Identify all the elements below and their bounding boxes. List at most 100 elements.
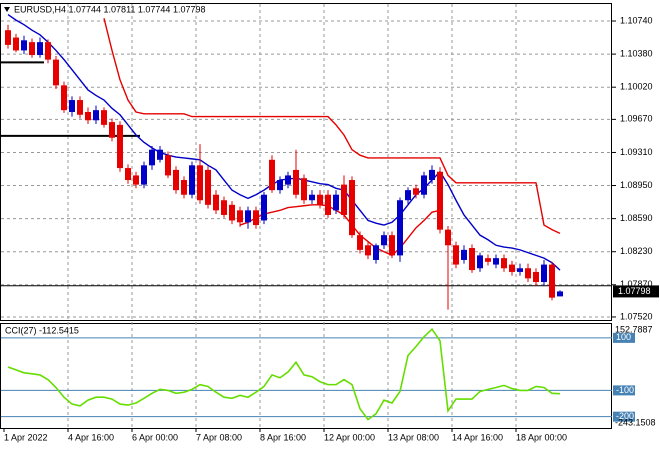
y-tick-label: 1.10020	[620, 82, 653, 92]
x-tick-label: 4 Apr 16:00	[68, 432, 114, 442]
indicator-line	[103, 18, 561, 234]
candle-body	[189, 165, 195, 195]
indicator-line	[7, 14, 561, 271]
y-tick-label: 1.08590	[620, 213, 653, 223]
candle-body	[525, 268, 531, 279]
price-panel-frame	[0, 3, 612, 321]
cci-panel-frame	[0, 323, 612, 429]
candle-body	[173, 169, 179, 191]
candle-body	[541, 264, 547, 283]
y-tick-label: 1.10740	[620, 15, 653, 25]
y-tick-label: 100	[616, 332, 631, 342]
chart-title: EURUSD,H4 1.07744 1.07811 1.07744 1.0779…	[14, 4, 205, 14]
y-tick-label: 1.10380	[620, 48, 653, 58]
y-tick-label: 1.09310	[620, 147, 653, 157]
candle-body	[389, 235, 395, 256]
candle-body	[517, 268, 523, 272]
candle-body	[381, 235, 387, 246]
cci-title: CCI(27) -112.5415	[5, 325, 79, 335]
candle-body	[397, 200, 403, 256]
candle-body	[245, 210, 251, 223]
last-price-box	[613, 285, 659, 298]
candle-body	[301, 178, 307, 201]
candle-body	[141, 165, 147, 185]
menu-icon[interactable]	[4, 7, 10, 12]
y-tick-label: 1.08950	[620, 180, 653, 190]
candle-body	[261, 194, 267, 221]
candle-body	[373, 245, 379, 260]
candle-body	[317, 194, 323, 205]
y-tick-label: -200	[616, 411, 634, 421]
candle-body	[37, 42, 43, 56]
candle-body	[5, 30, 11, 45]
candle-body	[29, 42, 35, 56]
y-tick-box	[613, 411, 635, 422]
candle-body	[253, 210, 259, 226]
candle-body	[181, 180, 187, 195]
candle-body	[277, 180, 283, 191]
candle-body	[501, 258, 507, 269]
candle-body	[421, 175, 427, 195]
x-tick-label: 13 Apr 08:00	[388, 432, 439, 442]
candle-body	[237, 210, 243, 223]
y-tick-label: 1.07520	[620, 311, 653, 321]
candle-body	[21, 40, 27, 51]
candle-body	[13, 37, 19, 51]
candle-body	[333, 194, 339, 211]
candle-body	[445, 229, 451, 246]
candle-body	[53, 59, 59, 86]
candle-body	[557, 291, 563, 297]
last-price-label: 1.07798	[618, 286, 651, 296]
candle-body	[61, 85, 67, 111]
candle-body	[437, 171, 443, 230]
candle-body	[205, 169, 211, 205]
x-tick-label: 8 Apr 16:00	[260, 432, 306, 442]
candle-body	[117, 124, 123, 169]
candle-body	[405, 190, 411, 201]
candle-body	[533, 271, 539, 283]
y-tick-label: -100	[616, 385, 634, 395]
candle-body	[309, 194, 315, 201]
candle-body	[85, 112, 91, 121]
candle-body	[477, 255, 483, 269]
candle-body	[165, 155, 171, 176]
x-tick-label: 18 Apr 00:00	[516, 432, 567, 442]
candle-body	[221, 200, 227, 215]
candle-body	[101, 110, 107, 125]
candle-body	[509, 264, 515, 272]
candle-body	[213, 194, 219, 211]
candle-body	[229, 204, 235, 221]
x-tick-label: 12 Apr 00:00	[324, 432, 375, 442]
indicator-line	[239, 204, 441, 257]
candle-body	[341, 184, 347, 215]
candle-body	[197, 165, 203, 201]
candle-body	[469, 248, 475, 271]
x-tick-label: 1 Apr 2022	[4, 432, 48, 442]
x-tick-label: 7 Apr 08:00	[196, 432, 242, 442]
candle-body	[157, 149, 163, 160]
y-limit-label: 152.7887	[615, 324, 653, 334]
candle-body	[45, 42, 51, 60]
y-tick-label: 1.07870	[620, 279, 653, 289]
candle-body	[269, 159, 275, 191]
candle-body	[413, 188, 419, 195]
y-limit-label: -243.1508	[615, 417, 656, 427]
y-tick-label: 1.08230	[620, 246, 653, 256]
candle-body	[349, 180, 355, 236]
y-tick-box	[613, 385, 635, 396]
candle-body	[485, 258, 491, 262]
candle-body	[365, 245, 371, 256]
x-tick-label: 14 Apr 16:00	[452, 432, 503, 442]
y-tick-box	[613, 332, 635, 343]
candle-body	[293, 169, 299, 195]
cci-line	[7, 327, 561, 421]
candle-body	[357, 235, 363, 250]
x-tick-label: 6 Apr 00:00	[132, 432, 178, 442]
candle-body	[549, 264, 555, 298]
candle-body	[429, 169, 435, 181]
y-tick-label: 1.09670	[620, 114, 653, 124]
candle-body	[325, 194, 331, 215]
candle-body	[285, 175, 291, 185]
